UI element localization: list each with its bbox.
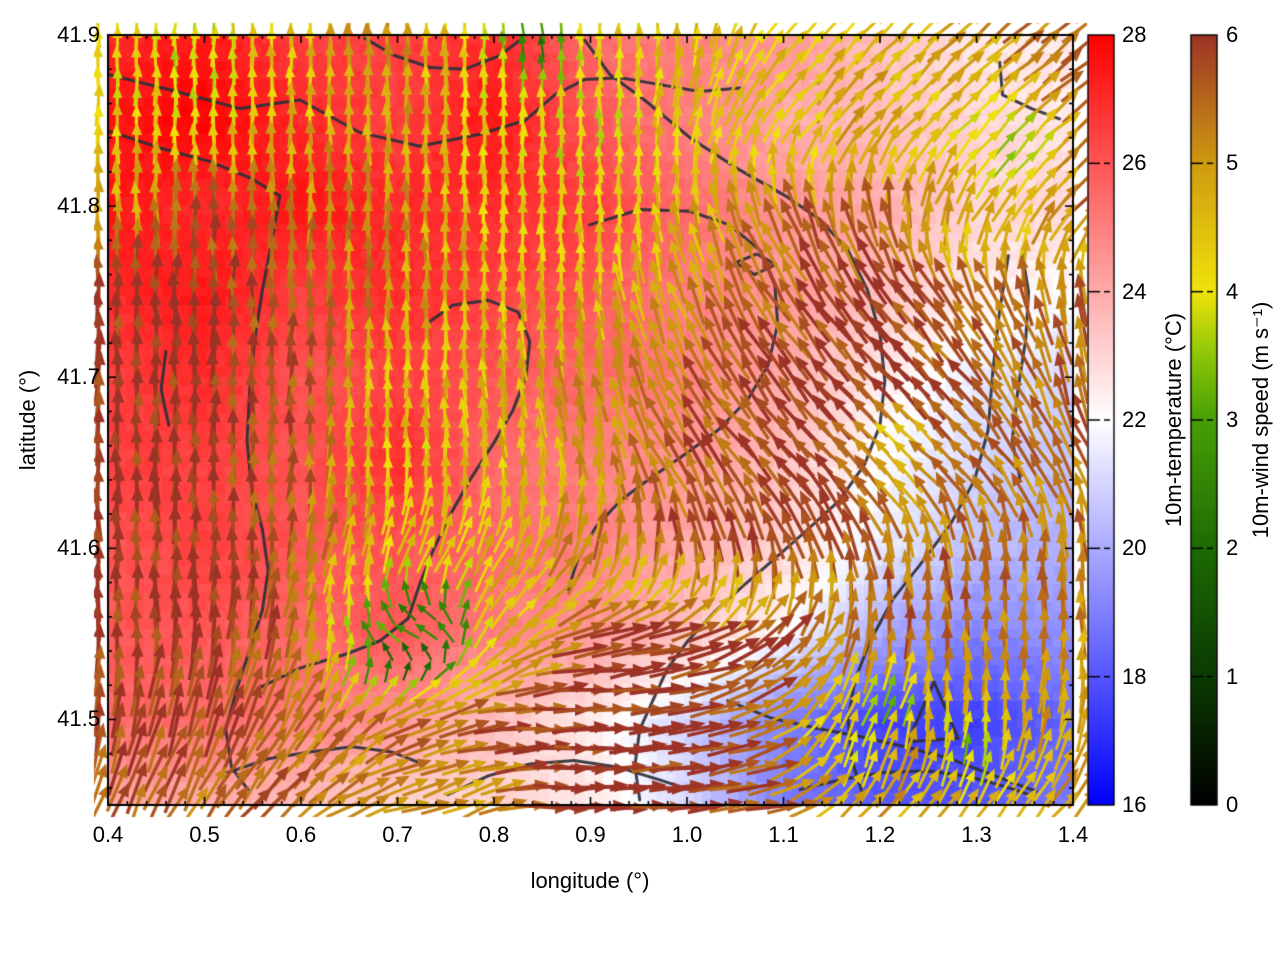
figure: longitude (°) latitude (°) 10m-temperatu…: [0, 0, 1280, 960]
plot-canvas: [0, 0, 1280, 960]
